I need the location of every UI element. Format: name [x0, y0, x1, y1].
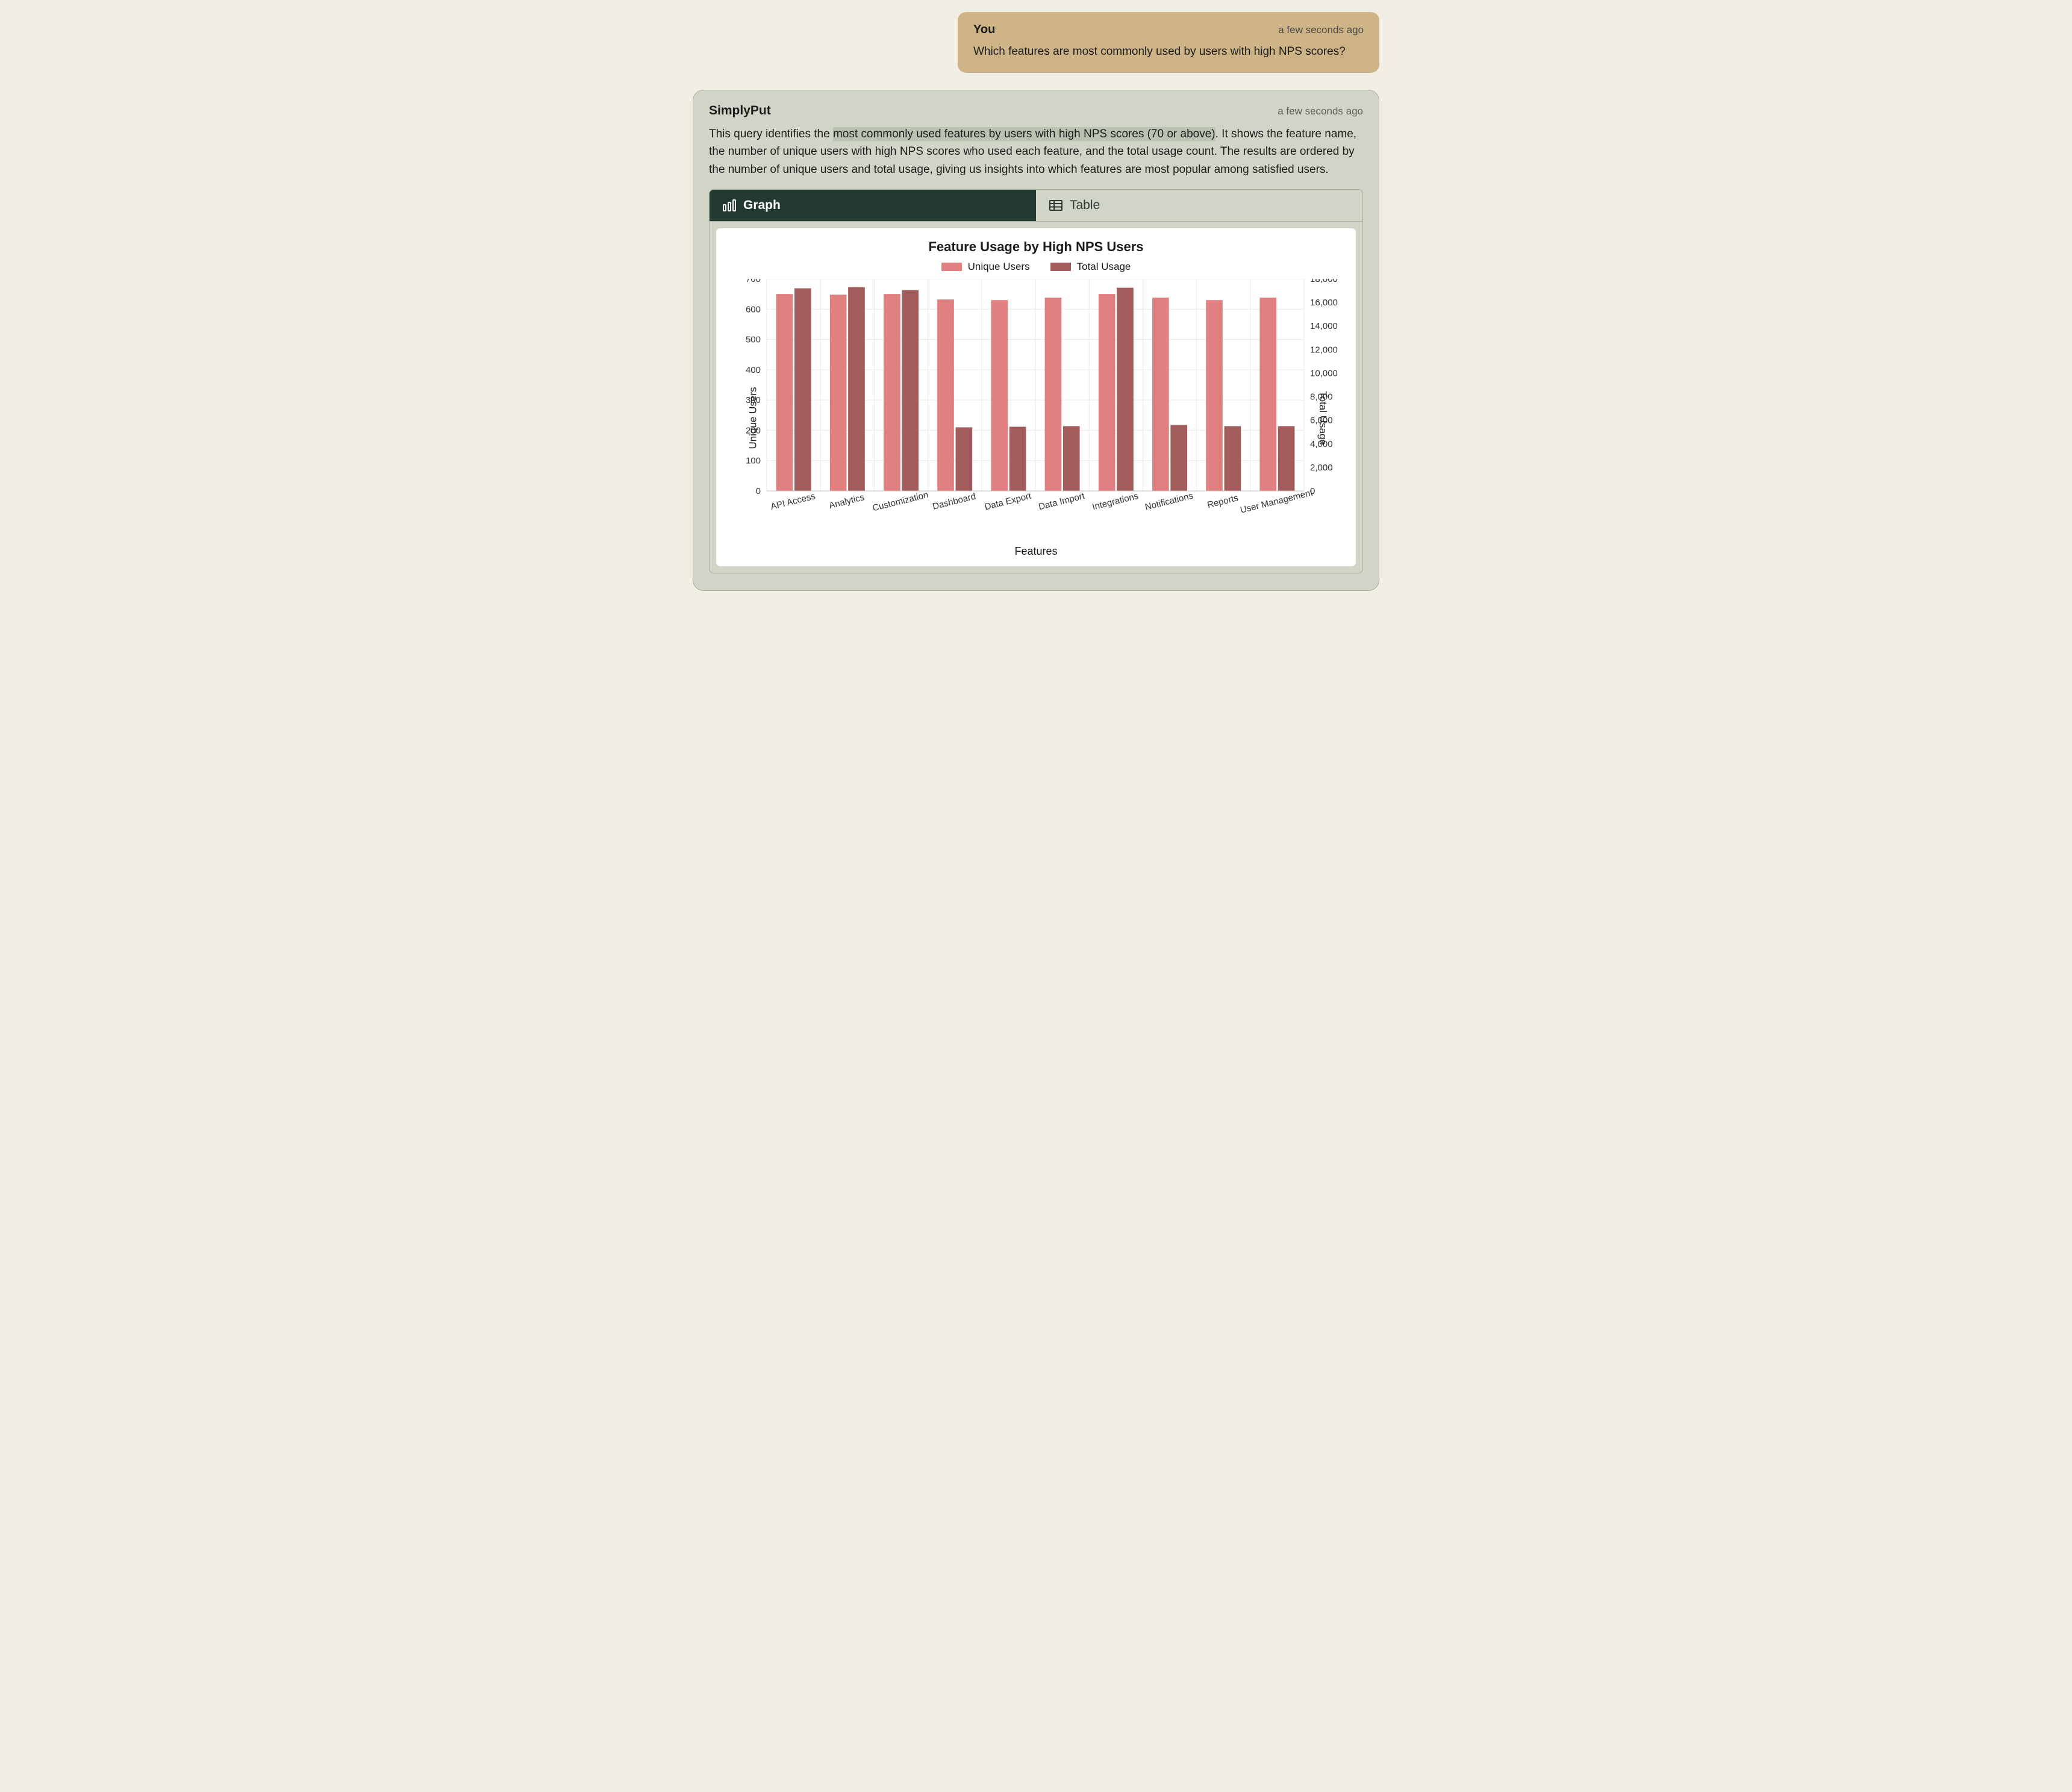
svg-text:12,000: 12,000	[1310, 345, 1338, 355]
user-timestamp: a few seconds ago	[1278, 24, 1364, 36]
legend-label-unique-users: Unique Users	[968, 261, 1030, 273]
legend-swatch-total-usage	[1050, 263, 1071, 271]
table-icon	[1049, 200, 1063, 211]
tab-table-label: Table	[1070, 198, 1100, 213]
svg-text:Analytics: Analytics	[828, 492, 866, 511]
svg-text:Dashboard: Dashboard	[931, 491, 976, 511]
tab-table[interactable]: Table	[1036, 190, 1362, 221]
svg-text:500: 500	[746, 335, 761, 345]
reply-body-pre: This query identifies the	[709, 128, 833, 140]
svg-text:16,000: 16,000	[1310, 298, 1338, 308]
svg-text:700: 700	[746, 279, 761, 284]
tab-graph-label: Graph	[743, 198, 781, 213]
assistant-body: This query identifies the most commonly …	[709, 125, 1363, 178]
svg-text:Customization: Customization	[872, 490, 929, 513]
svg-text:10,000: 10,000	[1310, 368, 1338, 378]
svg-text:Reports: Reports	[1206, 493, 1240, 510]
svg-text:Data Import: Data Import	[1037, 491, 1086, 513]
legend-item-unique-users[interactable]: Unique Users	[941, 261, 1030, 273]
assistant-author: SimplyPut	[709, 104, 771, 118]
svg-text:600: 600	[746, 304, 761, 314]
bar-chart: 010020030040050060070002,0004,0006,0008,…	[725, 279, 1351, 520]
legend-label-total-usage: Total Usage	[1077, 261, 1131, 273]
svg-text:Data Export: Data Export	[984, 491, 1033, 513]
chart-host: Unique Users Total Usage 010020030040050…	[725, 279, 1347, 558]
visualization-frame: Graph Table Feature Usage by High NPS Us…	[709, 189, 1363, 573]
svg-text:100: 100	[746, 456, 761, 466]
y-right-axis-label: Total Usage	[1317, 392, 1329, 446]
svg-text:User Management: User Management	[1239, 487, 1314, 516]
reply-body-highlight: most commonly used features by users wit…	[833, 127, 1215, 141]
svg-text:14,000: 14,000	[1310, 321, 1338, 331]
svg-text:API Access: API Access	[770, 491, 817, 512]
legend-item-total-usage[interactable]: Total Usage	[1050, 261, 1131, 273]
svg-text:400: 400	[746, 365, 761, 375]
user-message-row: You a few seconds ago Which features are…	[693, 12, 1379, 73]
svg-text:Integrations: Integrations	[1091, 491, 1140, 512]
svg-text:Notifications: Notifications	[1144, 490, 1194, 512]
chart-title: Feature Usage by High NPS Users	[725, 239, 1347, 255]
user-author: You	[973, 23, 995, 37]
user-message-bubble: You a few seconds ago Which features are…	[958, 12, 1379, 73]
svg-text:18,000: 18,000	[1310, 279, 1338, 284]
assistant-reply-card: SimplyPut a few seconds ago This query i…	[693, 90, 1379, 591]
assistant-timestamp: a few seconds ago	[1278, 105, 1363, 117]
x-axis-label: Features	[725, 545, 1347, 558]
bar-chart-icon	[723, 199, 736, 211]
tab-graph[interactable]: Graph	[710, 190, 1036, 221]
y-left-axis-label: Unique Users	[747, 387, 760, 449]
svg-text:0: 0	[756, 486, 761, 496]
svg-text:2,000: 2,000	[1310, 463, 1333, 473]
legend-swatch-unique-users	[941, 263, 962, 271]
chart-panel: Feature Usage by High NPS Users Unique U…	[716, 228, 1356, 567]
user-message-text: Which features are most commonly used by…	[973, 44, 1364, 60]
tab-bar: Graph Table	[710, 190, 1362, 222]
chart-legend: Unique Users Total Usage	[725, 261, 1347, 273]
